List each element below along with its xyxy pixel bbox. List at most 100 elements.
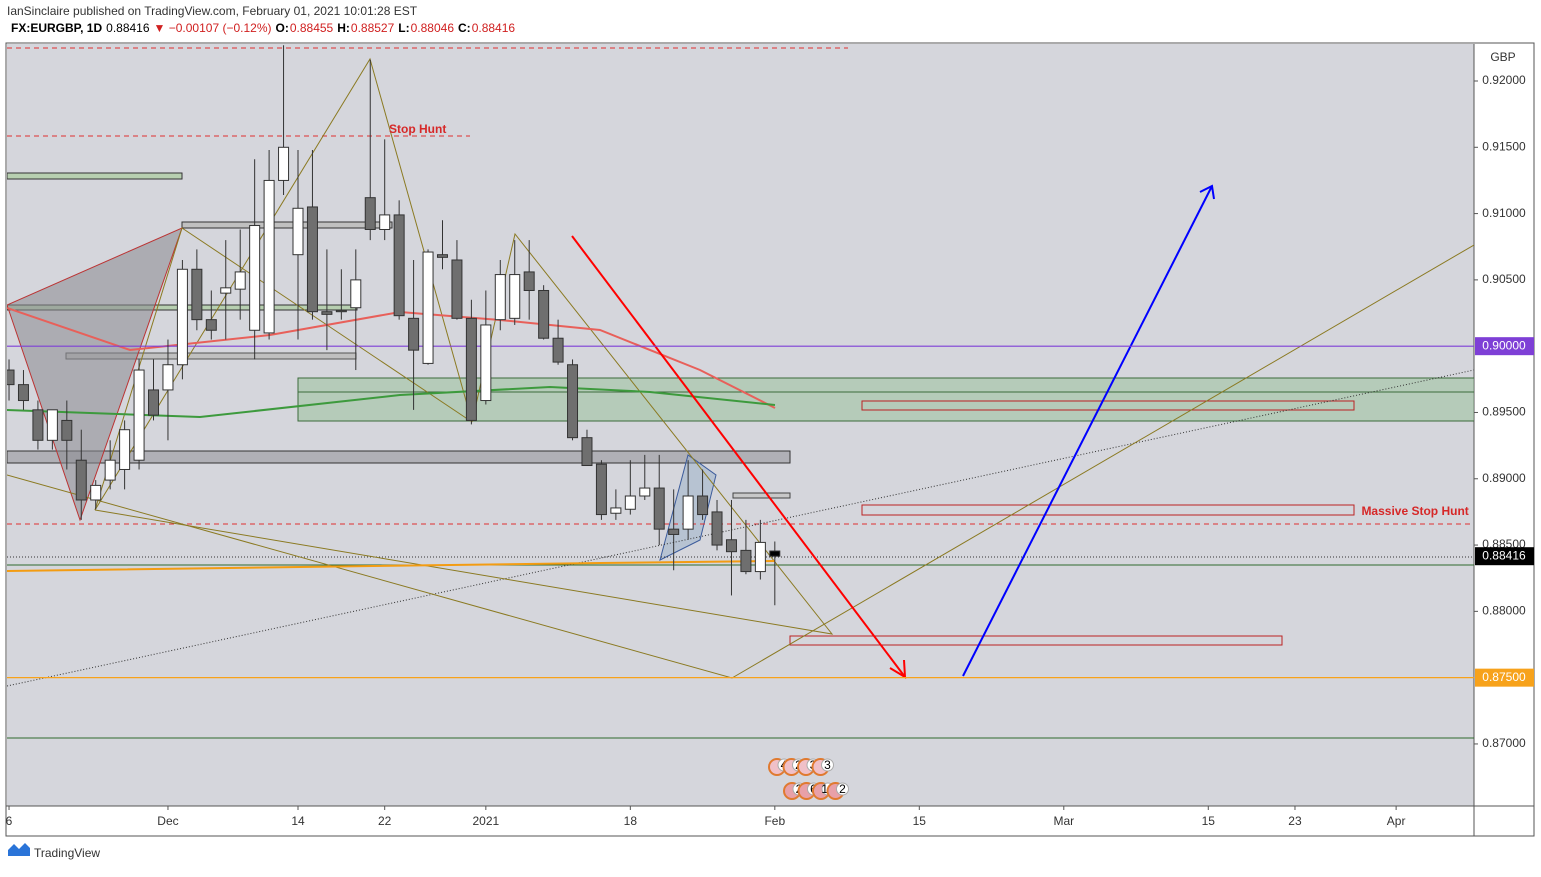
event-count-bg bbox=[836, 782, 849, 796]
candle-body bbox=[263, 179, 275, 334]
candle-body bbox=[624, 495, 636, 510]
ohlc-value: 0.88416 bbox=[472, 21, 516, 35]
arrow-head bbox=[1199, 184, 1215, 200]
candle-body bbox=[32, 409, 44, 441]
target-box bbox=[861, 400, 1355, 411]
candle-body bbox=[538, 289, 550, 339]
candle-body bbox=[176, 268, 188, 366]
event-count: 2 bbox=[839, 782, 846, 796]
last-price: 0.88416 bbox=[106, 21, 150, 35]
zone bbox=[297, 377, 1474, 422]
candle-body bbox=[205, 319, 217, 331]
candle-body bbox=[306, 206, 318, 313]
publish-line: IanSinclaire published on TradingView.co… bbox=[7, 4, 418, 18]
candle-body bbox=[653, 487, 665, 530]
candle-body bbox=[249, 225, 261, 331]
moving-average bbox=[7, 307, 776, 409]
candle-body bbox=[581, 437, 593, 467]
price-label: 0.87500 bbox=[1482, 670, 1526, 684]
arrow bbox=[962, 185, 1213, 677]
candle-body bbox=[104, 459, 116, 481]
candle-body bbox=[639, 487, 651, 497]
zone bbox=[732, 492, 791, 499]
candle-body bbox=[697, 495, 709, 516]
candle-body bbox=[61, 419, 73, 441]
y-tick-label: 0.92000 bbox=[1482, 73, 1526, 87]
candle-body bbox=[595, 463, 607, 516]
trend-line bbox=[7, 369, 1474, 687]
candle-body bbox=[436, 254, 448, 258]
x-tick-label: 18 bbox=[624, 814, 638, 828]
ohlc-label: O: bbox=[276, 21, 289, 35]
logo bbox=[8, 843, 30, 856]
candle-body bbox=[133, 369, 145, 461]
candle-body bbox=[75, 459, 87, 501]
ohlc-value: 0.88046 bbox=[411, 21, 455, 35]
y-tick-label: 0.90500 bbox=[1482, 272, 1526, 286]
candle-body bbox=[335, 309, 347, 313]
candle-body bbox=[7, 369, 15, 386]
price-label-box bbox=[1475, 337, 1534, 356]
symbol-line: FX:EURGBP, 1D 0.88416 ▼ −0.00107 (−0.12%) O… bbox=[11, 21, 515, 35]
target-box bbox=[789, 635, 1283, 646]
candle-body bbox=[552, 337, 564, 363]
ohlc-label: L: bbox=[398, 21, 409, 35]
y-tick-label: 0.89500 bbox=[1482, 405, 1526, 419]
candle-body bbox=[480, 324, 492, 402]
candle-body bbox=[393, 214, 405, 317]
candle-body bbox=[220, 287, 232, 294]
candle-body bbox=[17, 384, 29, 402]
candle-body bbox=[725, 539, 737, 553]
candle-body bbox=[379, 214, 391, 230]
candle-body bbox=[191, 268, 203, 321]
pattern bbox=[94, 57, 834, 635]
candle-body bbox=[162, 364, 174, 391]
pattern bbox=[94, 227, 473, 511]
y-tick-label: 0.91000 bbox=[1482, 206, 1526, 220]
candle-body bbox=[509, 274, 521, 319]
x-tick-label: Apr bbox=[1387, 814, 1406, 828]
candle-body bbox=[422, 251, 434, 364]
candle-body bbox=[350, 279, 362, 309]
candle-body bbox=[408, 317, 420, 351]
x-tick-label: 15 bbox=[1202, 814, 1216, 828]
zone bbox=[181, 221, 393, 229]
ohlc-label: C: bbox=[458, 21, 471, 35]
candle-body bbox=[682, 495, 694, 530]
x-tick-label: 22 bbox=[378, 814, 392, 828]
candle-body bbox=[451, 259, 463, 319]
price-label: 0.90000 bbox=[1482, 338, 1526, 352]
ohlc-label: H: bbox=[337, 21, 350, 35]
y-tick-label: 0.87000 bbox=[1482, 736, 1526, 750]
currency-label: GBP bbox=[1490, 50, 1515, 64]
ohlc-value: 0.88455 bbox=[290, 21, 334, 35]
price-label-box bbox=[1475, 547, 1534, 566]
symbol-info: FX:EURGBP, 1D 0.88416 ▼ −0.00107 (−0.12%) O… bbox=[11, 21, 515, 35]
ohlc-value: 0.88527 bbox=[351, 21, 395, 35]
zone bbox=[7, 172, 183, 180]
chart-frame bbox=[5, 42, 1535, 837]
x-tick-label: 14 bbox=[291, 814, 305, 828]
target-box bbox=[861, 504, 1355, 516]
annotation: Stop Hunt bbox=[389, 122, 446, 136]
arrow bbox=[571, 235, 906, 678]
candle-body bbox=[610, 507, 622, 514]
event-count: 3 bbox=[824, 758, 831, 772]
axes: 0.870000.880000.885000.890000.895000.905… bbox=[6, 73, 1534, 828]
x-tick-label: 23 bbox=[1288, 814, 1302, 828]
candle-body bbox=[234, 271, 246, 290]
candle-body bbox=[754, 541, 766, 573]
candle-body bbox=[364, 197, 376, 230]
change: ▼ −0.00107 (−0.12%) bbox=[154, 21, 272, 35]
candle-body bbox=[494, 274, 506, 321]
candle-body bbox=[148, 389, 160, 416]
symbol: FX:EURGBP, 1D bbox=[11, 21, 102, 35]
price-label-box bbox=[1475, 668, 1534, 687]
x-tick-label: Mar bbox=[1053, 814, 1074, 828]
candle-body bbox=[321, 311, 333, 315]
zone bbox=[7, 450, 791, 464]
y-tick-label: 0.91500 bbox=[1482, 139, 1526, 153]
